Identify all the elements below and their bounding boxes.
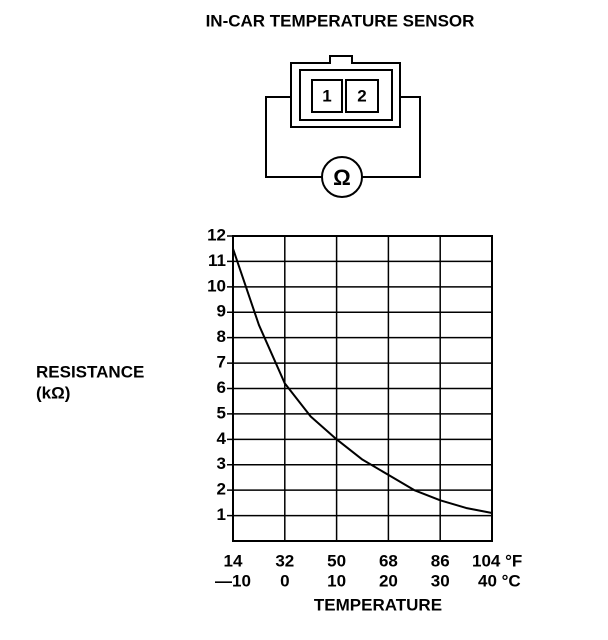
y-tick-label: 10: [207, 276, 226, 295]
y-tick-label: 7: [217, 353, 226, 372]
x-tick-label: 40 °C: [478, 571, 521, 590]
x-tick-label: 20: [379, 571, 398, 590]
chart-title: IN-CAR TEMPERATURE SENSOR: [206, 11, 475, 30]
y-tick-label: 5: [217, 403, 226, 422]
x2-tick-label: 32: [275, 551, 294, 570]
y-tick-label: 3: [217, 454, 226, 473]
y-tick-label: 9: [217, 302, 226, 321]
connector-diagram: 1 2 Ω: [265, 55, 421, 198]
ohmmeter: [321, 156, 363, 198]
y-tick-label: 2: [217, 480, 226, 499]
x2-tick-label: 68: [379, 551, 398, 570]
y-tick-label: 12: [207, 225, 226, 244]
x-tick-label: 0: [280, 571, 289, 590]
pin-cavity: [311, 79, 343, 113]
x-tick-label: —10: [215, 571, 251, 590]
y-axis-label: RESISTANCE: [36, 362, 144, 381]
connector-housing: [290, 55, 401, 128]
pin-cavity: [345, 79, 379, 113]
y-tick-label: 11: [208, 251, 226, 270]
x-tick-label: 30: [431, 571, 450, 590]
y-tick-label: 6: [217, 378, 226, 397]
x2-tick-label: 50: [327, 551, 346, 570]
x-tick-label: 10: [327, 571, 346, 590]
y-axis-unit: (kΩ): [36, 383, 70, 402]
ohmmeter-symbol: Ω: [333, 165, 351, 190]
x2-tick-label: 86: [431, 551, 450, 570]
wire: [265, 96, 421, 178]
resistance-curve: [232, 248, 493, 515]
connector-inner: [299, 69, 393, 121]
y-tick-label: 1: [217, 505, 226, 524]
pin-label: 2: [357, 86, 366, 105]
pin-label: 1: [322, 86, 331, 105]
y-tick-label: 8: [217, 327, 226, 346]
x2-tick-label: 14: [224, 551, 243, 570]
x2-tick-label: 104 °F: [472, 551, 522, 570]
x-axis-label: TEMPERATURE: [314, 595, 442, 614]
y-tick-label: 4: [217, 429, 227, 448]
